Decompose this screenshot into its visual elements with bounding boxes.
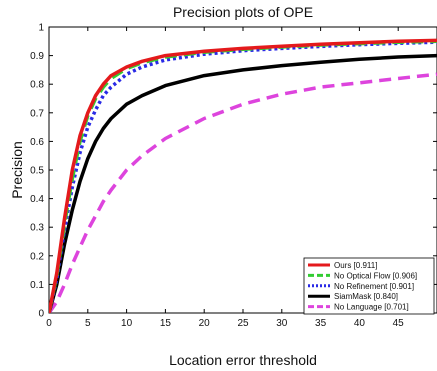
y-tick-label: 0.7 xyxy=(30,108,44,119)
x-tick-label: 15 xyxy=(160,318,172,329)
y-tick-label: 0.6 xyxy=(30,137,44,148)
y-tick-label: 0.5 xyxy=(30,166,44,177)
x-tick-label: 30 xyxy=(276,318,288,329)
series-line xyxy=(49,53,437,313)
chart-legend: Ours [0.911]No Optical Flow [0.906] No Re… xyxy=(303,257,435,315)
y-axis-label: Precision xyxy=(9,141,25,199)
x-tick-label: 0 xyxy=(46,318,52,329)
x-tick-label: 10 xyxy=(121,318,133,329)
x-tick-label: 40 xyxy=(354,318,366,329)
series-lines xyxy=(49,38,437,313)
legend-entry: SiamMask [0.840] xyxy=(334,292,398,301)
x-tick-label: 5 xyxy=(85,318,91,329)
y-tick-label: 0.2 xyxy=(30,251,44,262)
series-line xyxy=(49,72,437,313)
legend-entry: No Language [0.701] xyxy=(334,303,409,312)
y-tick-label: 0.3 xyxy=(30,223,44,234)
legend-entry: No Refinement [0.901] xyxy=(334,282,414,291)
y-tick-label: 0.8 xyxy=(30,80,44,91)
chart-title: Precision plots of OPE xyxy=(173,4,313,20)
x-tick-label: 45 xyxy=(393,318,405,329)
x-tick-label: 35 xyxy=(315,318,327,329)
y-tick-label: 0.1 xyxy=(30,280,44,291)
y-tick-label: 0.9 xyxy=(30,51,44,62)
x-axis-label: Location error threshold xyxy=(169,352,317,368)
series-line xyxy=(49,38,437,313)
series-line xyxy=(49,40,437,313)
y-tick-label: 0 xyxy=(38,309,44,320)
y-tick-label: 0.4 xyxy=(30,194,44,205)
x-tick-label: 25 xyxy=(237,318,249,329)
x-tick-label: 20 xyxy=(199,318,211,329)
legend-entry: No Optical Flow [0.906] xyxy=(334,271,417,280)
legend-entry: Ours [0.911] xyxy=(334,261,377,270)
y-tick-label: 1 xyxy=(38,23,44,34)
